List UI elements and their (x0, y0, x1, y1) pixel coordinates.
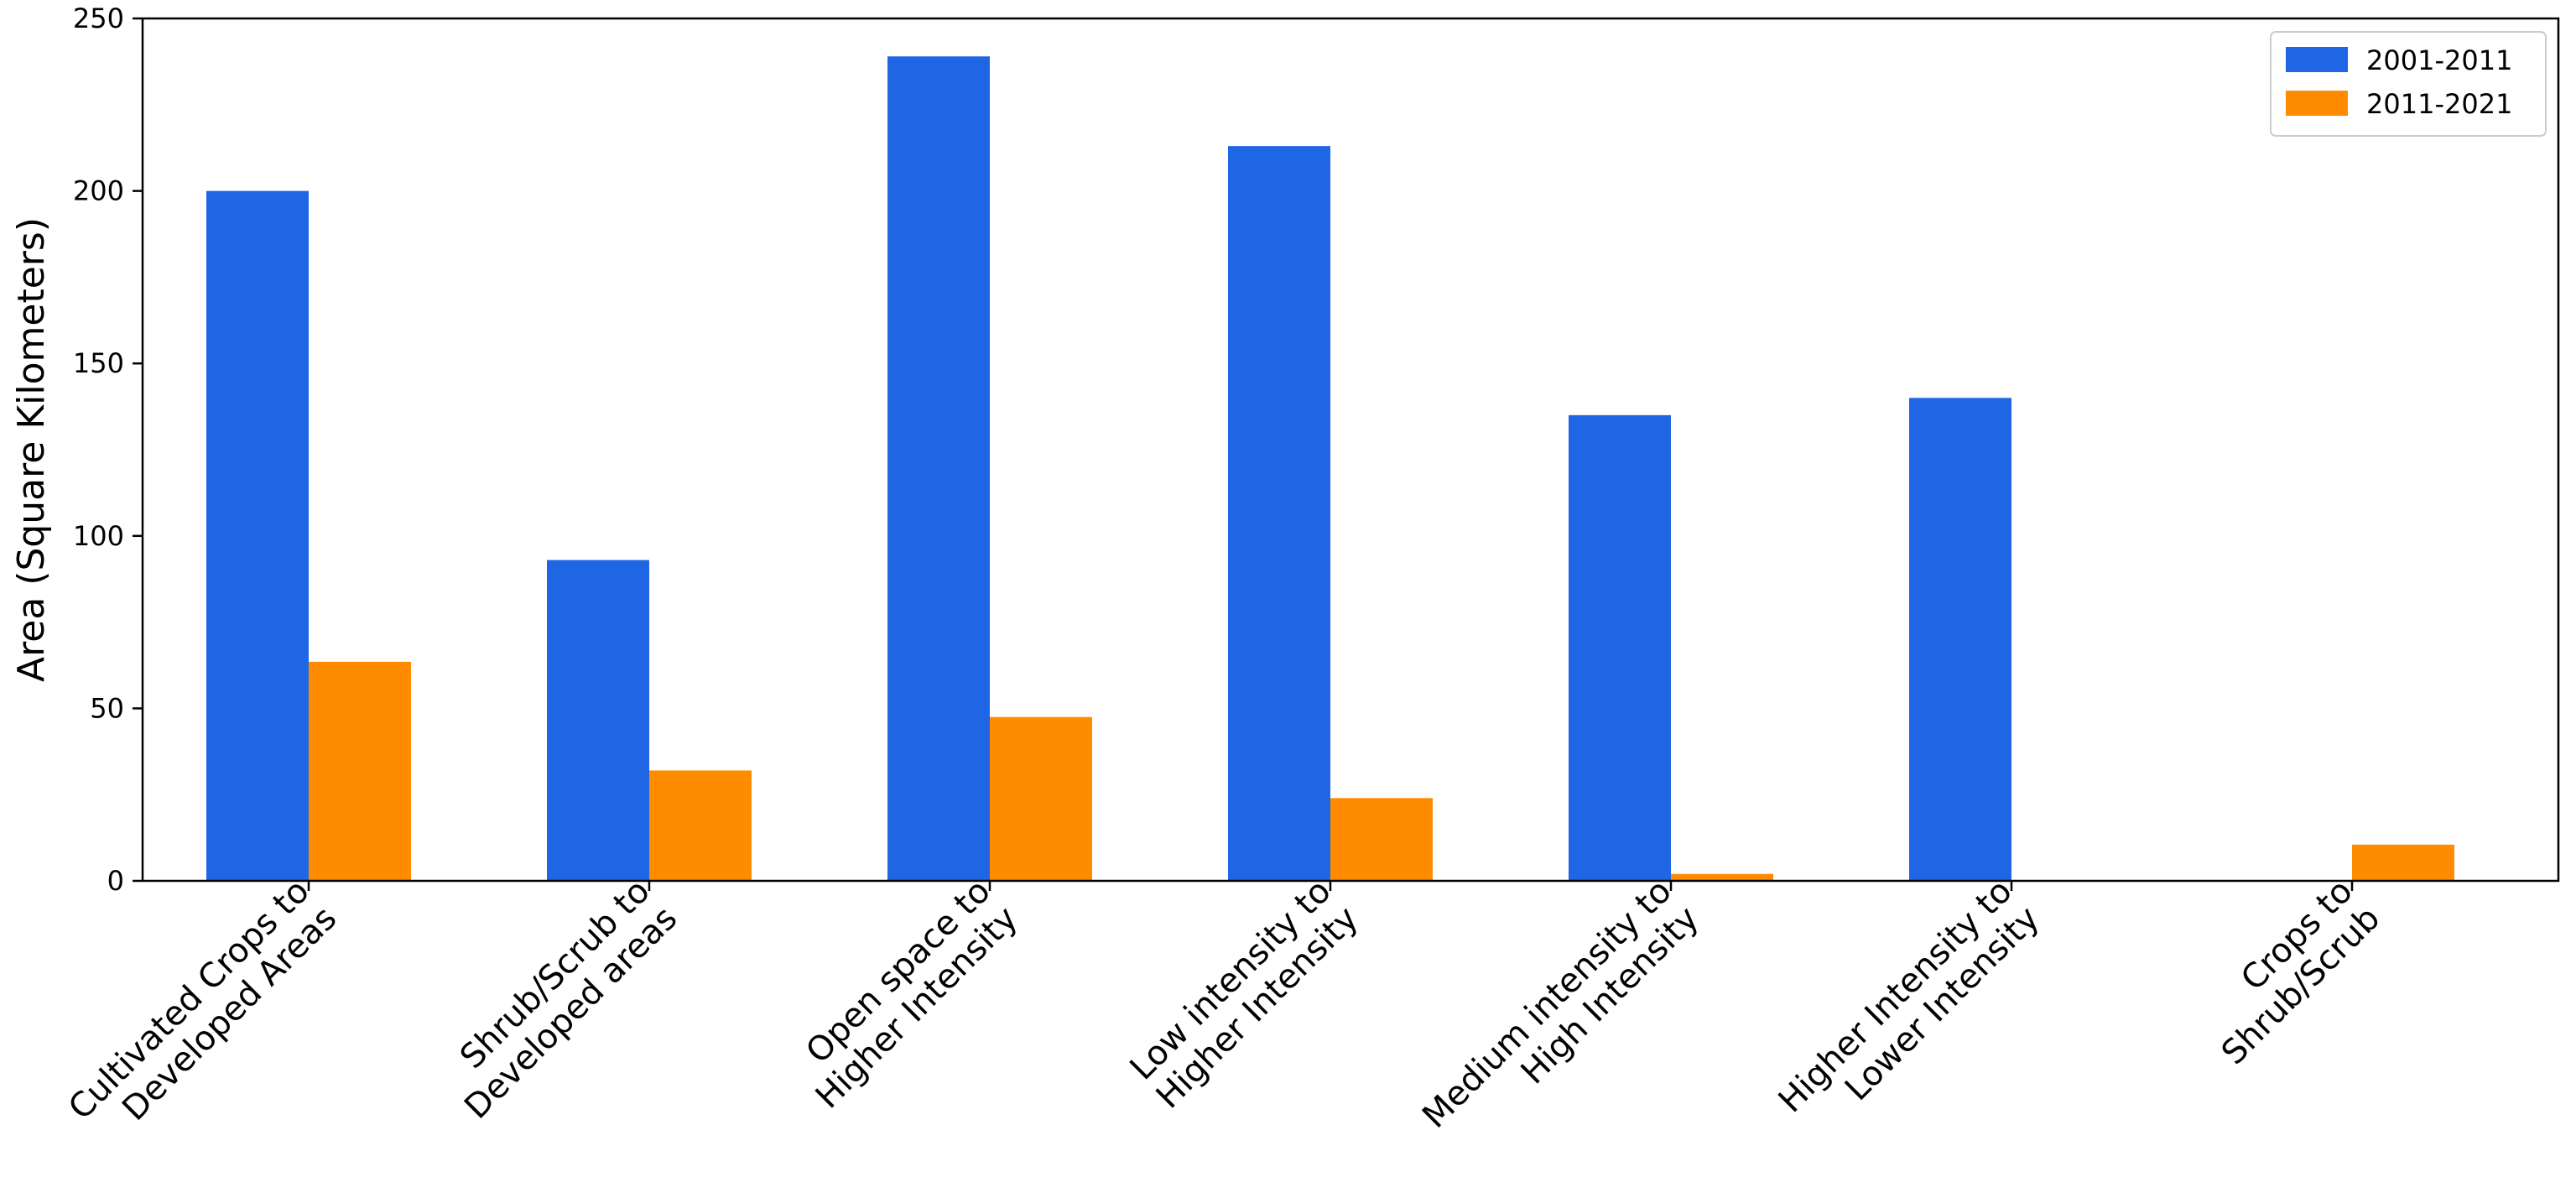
x-tick-label-5: Higher Intensity toLower Intensity (1772, 872, 2048, 1148)
y-tick-label-3: 150 (73, 347, 124, 379)
legend-swatch-0 (2286, 47, 2348, 72)
bars-group (206, 56, 2454, 882)
y-axis-label: Area (Square Kilometers) (10, 217, 53, 682)
x-tick-label-6: Crops toShrub/Scrub (2187, 872, 2387, 1072)
bar-2011-2021-3 (1330, 798, 1433, 881)
x-axis: Cultivated Crops toDeveloped Areas Shrub/… (61, 872, 2387, 1163)
x-tick-label-3: Low intensity toHigher Intensity (1121, 872, 1366, 1116)
bar-2001-2011-4 (1569, 414, 1671, 881)
y-tick-label-5: 250 (73, 3, 124, 34)
bar-2011-2021-2 (990, 716, 1092, 881)
x-tick-label-1: Shrub/Scrub toDeveloped areas (430, 872, 685, 1127)
bar-2001-2011-2 (887, 56, 990, 882)
y-axis: 0 50 100 150 200 250 (73, 3, 143, 897)
bar-2011-2021-6 (2352, 844, 2454, 881)
bar-2011-2021-0 (309, 661, 411, 881)
y-tick-label-0: 0 (107, 865, 124, 897)
bar-2011-2021-4 (1671, 873, 1773, 881)
bar-2001-2011-3 (1228, 146, 1330, 882)
bar-2001-2011-1 (547, 560, 649, 881)
x-tick-label-0: Cultivated Crops toDeveloped Areas (61, 872, 344, 1154)
legend: 2001-2011 2011-2021 (2270, 31, 2547, 137)
bar-2001-2011-5 (1909, 398, 2011, 881)
y-tick-label-2: 100 (73, 520, 124, 552)
legend-label-0: 2001-2011 (2366, 44, 2512, 76)
x-tick-label-4: Medium intensity toHigh Intensity (1415, 872, 1706, 1163)
bar-2001-2011-0 (206, 190, 309, 882)
y-tick-label-1: 50 (90, 692, 124, 724)
x-tick-label-2: Open space toHigher Intensity (781, 872, 1025, 1116)
bar-2011-2021-1 (649, 770, 752, 881)
plot-frame (141, 17, 2560, 883)
legend-label-1: 2011-2021 (2366, 88, 2512, 120)
y-tick-label-4: 200 (73, 175, 124, 207)
legend-swatch-1 (2286, 91, 2348, 116)
